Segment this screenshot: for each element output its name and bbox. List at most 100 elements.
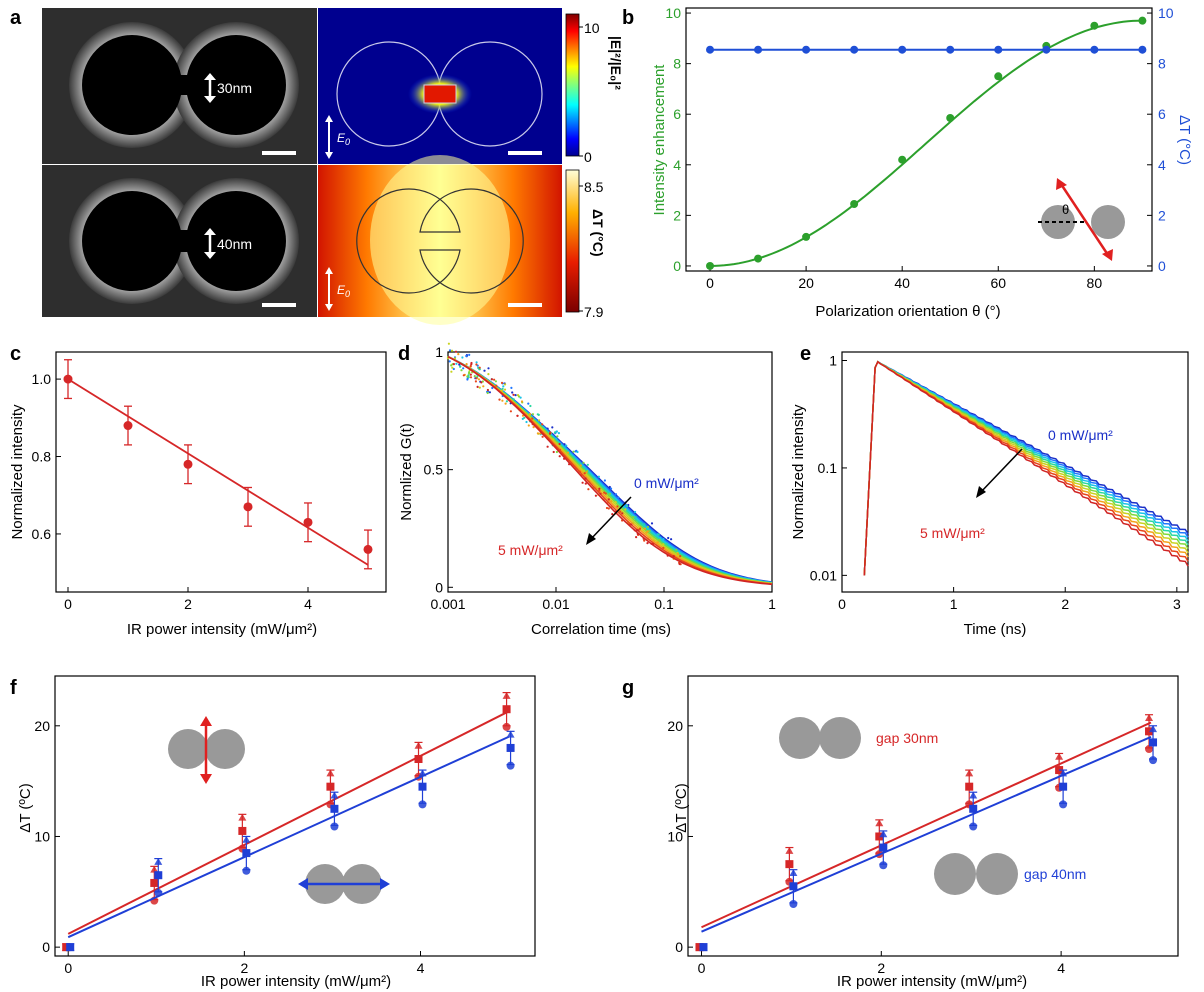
correlation-point bbox=[678, 562, 681, 566]
data-point bbox=[506, 730, 515, 738]
data-point-intensity bbox=[946, 114, 955, 123]
fit-line bbox=[701, 735, 1152, 933]
y-tick-label: 20 bbox=[34, 718, 50, 734]
data-point bbox=[789, 899, 798, 908]
correlation-curve bbox=[447, 355, 773, 583]
data-point bbox=[303, 517, 313, 527]
correlation-point bbox=[500, 389, 503, 392]
data-point bbox=[699, 943, 708, 952]
panel-label-f: f bbox=[10, 677, 17, 699]
correlation-point bbox=[648, 529, 651, 533]
correlation-point bbox=[603, 479, 607, 482]
data-point bbox=[243, 502, 253, 512]
correlation-point bbox=[646, 542, 649, 545]
g-ylabel: ΔT (ºC) bbox=[673, 783, 690, 832]
correlation-point bbox=[650, 542, 653, 545]
x-tick-label: 0.1 bbox=[654, 596, 674, 612]
correlation-point bbox=[460, 369, 463, 372]
correlation-point bbox=[597, 475, 601, 478]
correlation-point bbox=[469, 364, 472, 368]
b-ylabel-right: ΔT (°C) bbox=[1176, 115, 1193, 165]
y-tick-label: 8 bbox=[673, 56, 681, 72]
correlation-point bbox=[646, 525, 650, 529]
correlation-point bbox=[643, 539, 646, 542]
data-point bbox=[154, 871, 163, 880]
correlation-point bbox=[658, 538, 661, 541]
correlation-point bbox=[450, 364, 453, 367]
x-tick-label: 80 bbox=[1087, 275, 1103, 291]
data-point bbox=[506, 743, 515, 752]
correlation-point bbox=[614, 501, 617, 504]
correlation-point bbox=[552, 450, 555, 454]
sem-image-top: 30nm bbox=[42, 8, 317, 164]
correlation-point bbox=[477, 378, 480, 381]
y-tick-label-right: 6 bbox=[1158, 106, 1166, 122]
correlation-point bbox=[536, 432, 540, 435]
data-point bbox=[154, 857, 163, 865]
x-tick-label: 1 bbox=[950, 596, 958, 612]
data-point bbox=[330, 804, 339, 813]
correlation-point bbox=[582, 461, 585, 464]
correlation-point bbox=[487, 367, 490, 370]
correlation-point bbox=[475, 377, 478, 380]
correlation-point bbox=[448, 349, 452, 352]
correlation-point bbox=[447, 342, 450, 345]
inset-parallel-dimer bbox=[168, 716, 245, 784]
data-point bbox=[66, 943, 75, 952]
panel-label-e: e bbox=[800, 343, 811, 365]
correlation-point bbox=[634, 516, 637, 519]
correlation-point bbox=[450, 349, 454, 352]
correlation-point bbox=[665, 542, 668, 545]
correlation-point bbox=[643, 527, 647, 530]
y-tick-label-right: 4 bbox=[1158, 157, 1166, 173]
correlation-point bbox=[509, 410, 512, 413]
panel-label-g: g bbox=[622, 677, 634, 699]
correlation-point bbox=[541, 435, 544, 438]
d-xlabel: Correlation time (ms) bbox=[531, 621, 671, 638]
scale-bar bbox=[262, 303, 296, 307]
correlation-point bbox=[541, 423, 544, 426]
correlation-point bbox=[552, 438, 555, 441]
correlation-point bbox=[490, 378, 493, 381]
correlation-point bbox=[617, 496, 620, 499]
data-point-temperature bbox=[1090, 45, 1099, 54]
x-tick-label: 20 bbox=[798, 275, 814, 291]
data-point-intensity bbox=[1138, 16, 1147, 25]
correlation-point bbox=[500, 381, 504, 384]
correlation-point bbox=[528, 413, 532, 416]
e-xlabel: Time (ns) bbox=[964, 621, 1027, 638]
data-point bbox=[238, 813, 247, 821]
correlation-point bbox=[640, 522, 643, 525]
correlation-point bbox=[558, 448, 562, 452]
correlation-point bbox=[457, 353, 460, 356]
correlation-point bbox=[555, 430, 559, 433]
correlation-point bbox=[635, 536, 638, 539]
x-tick-label: 2 bbox=[240, 960, 248, 976]
correlation-point bbox=[468, 371, 471, 374]
correlation-point bbox=[556, 435, 559, 438]
correlation-point bbox=[646, 530, 649, 533]
y-tick-label: 0.6 bbox=[32, 526, 52, 542]
correlation-point bbox=[605, 506, 609, 510]
correlation-point bbox=[679, 555, 682, 558]
correlation-point bbox=[501, 399, 504, 402]
correlation-point bbox=[466, 375, 469, 378]
data-point bbox=[242, 866, 251, 875]
decay-curve bbox=[863, 360, 1189, 576]
fit-line bbox=[701, 721, 1152, 929]
correlation-point bbox=[551, 426, 554, 429]
data-point bbox=[789, 882, 798, 891]
correlation-point bbox=[520, 400, 524, 403]
correlation-point bbox=[481, 380, 484, 383]
inset-gap-30: gap 30nm bbox=[779, 717, 938, 759]
colorbar-temp-label: ΔT (°C) bbox=[590, 209, 606, 257]
correlation-curve bbox=[447, 355, 773, 584]
correlation-point bbox=[659, 536, 662, 540]
decay-curve bbox=[863, 360, 1189, 576]
correlation-point bbox=[476, 385, 479, 388]
field-subscript: 0 bbox=[345, 137, 350, 147]
correlation-point bbox=[462, 367, 465, 370]
d-ylabel: Normlized G(t) bbox=[398, 423, 415, 521]
correlation-point bbox=[598, 487, 601, 490]
data-point bbox=[418, 782, 427, 791]
